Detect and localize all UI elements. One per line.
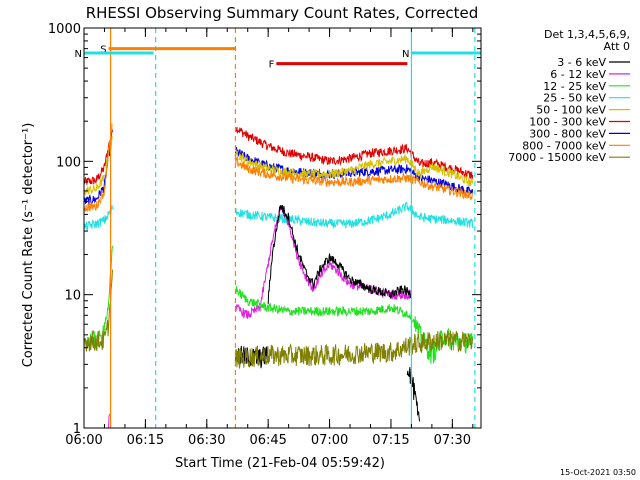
flag-label: N — [402, 49, 409, 60]
legend-entry-label: 100 - 300 keV — [529, 116, 606, 129]
series-line — [83, 205, 113, 231]
series-line — [234, 330, 474, 369]
chart-title: RHESSI Observing Summary Count Rates, Co… — [86, 4, 479, 22]
y-tick-label: 1 — [73, 422, 81, 437]
series-800-7000-kev — [83, 123, 474, 213]
series-100-300-kev — [83, 126, 474, 185]
plot-area: S N N F — [75, 28, 481, 429]
series-line — [234, 126, 474, 179]
series-line — [234, 156, 474, 201]
series-6-12-kev — [108, 205, 412, 429]
series-line — [235, 148, 474, 187]
series-7000-15000-kev — [83, 269, 474, 369]
series-line — [234, 147, 474, 195]
legend-entry-label: 50 - 100 keV — [536, 104, 606, 117]
axes: 1 10 100 1000 06:00 06:15 06:30 06:45 07:00 07:15… — [48, 22, 482, 448]
x-tick-label: 06:00 — [65, 433, 102, 448]
legend-entry-label: 3 - 6 keV — [557, 56, 606, 69]
y-axis-label: Corrected Count Rate (s⁻¹ detector⁻¹) — [21, 123, 36, 368]
series-25-50-kev — [83, 201, 474, 231]
flag-label: F — [269, 60, 275, 71]
x-tick-label: 06:30 — [188, 433, 225, 448]
x-axis-label: Start Time (21-Feb-04 05:59:42) — [175, 456, 385, 471]
series-line — [234, 201, 474, 229]
y-tick-label: 10 — [64, 289, 81, 304]
legend-header: Att 0 — [604, 40, 630, 53]
x-tick-label: 07:15 — [372, 433, 409, 448]
flag-label: N — [75, 49, 82, 60]
series-line — [108, 413, 110, 429]
legend-entry-label: 25 - 50 keV — [543, 92, 606, 105]
plot-frame — [83, 27, 482, 429]
y-tick-label: 100 — [56, 155, 81, 170]
series-line — [406, 367, 421, 422]
legend-entry-label: 6 - 12 keV — [550, 68, 606, 81]
legend-entry-label: 800 - 7000 keV — [522, 139, 606, 152]
flag-label: S — [100, 45, 106, 56]
y-tick-label: 1000 — [48, 22, 81, 37]
footer-timestamp: 15-Oct-2021 03:50 — [560, 468, 636, 477]
series-line — [83, 128, 113, 185]
series-line — [83, 269, 113, 352]
series-line — [83, 123, 113, 213]
legend-header: Det 1,3,4,5,6,9, — [544, 28, 630, 41]
series-line — [267, 204, 412, 304]
x-tick-label: 06:45 — [249, 433, 286, 448]
x-tick-label: 07:00 — [311, 433, 348, 448]
legend-entry-label: 7000 - 15000 keV — [508, 151, 606, 164]
x-tick-label: 07:30 — [434, 433, 471, 448]
legend-entry-label: 300 - 800 keV — [529, 127, 606, 140]
x-tick-label: 06:15 — [127, 433, 164, 448]
legend-entry-label: 12 - 25 keV — [543, 80, 606, 93]
series-line — [234, 286, 474, 364]
